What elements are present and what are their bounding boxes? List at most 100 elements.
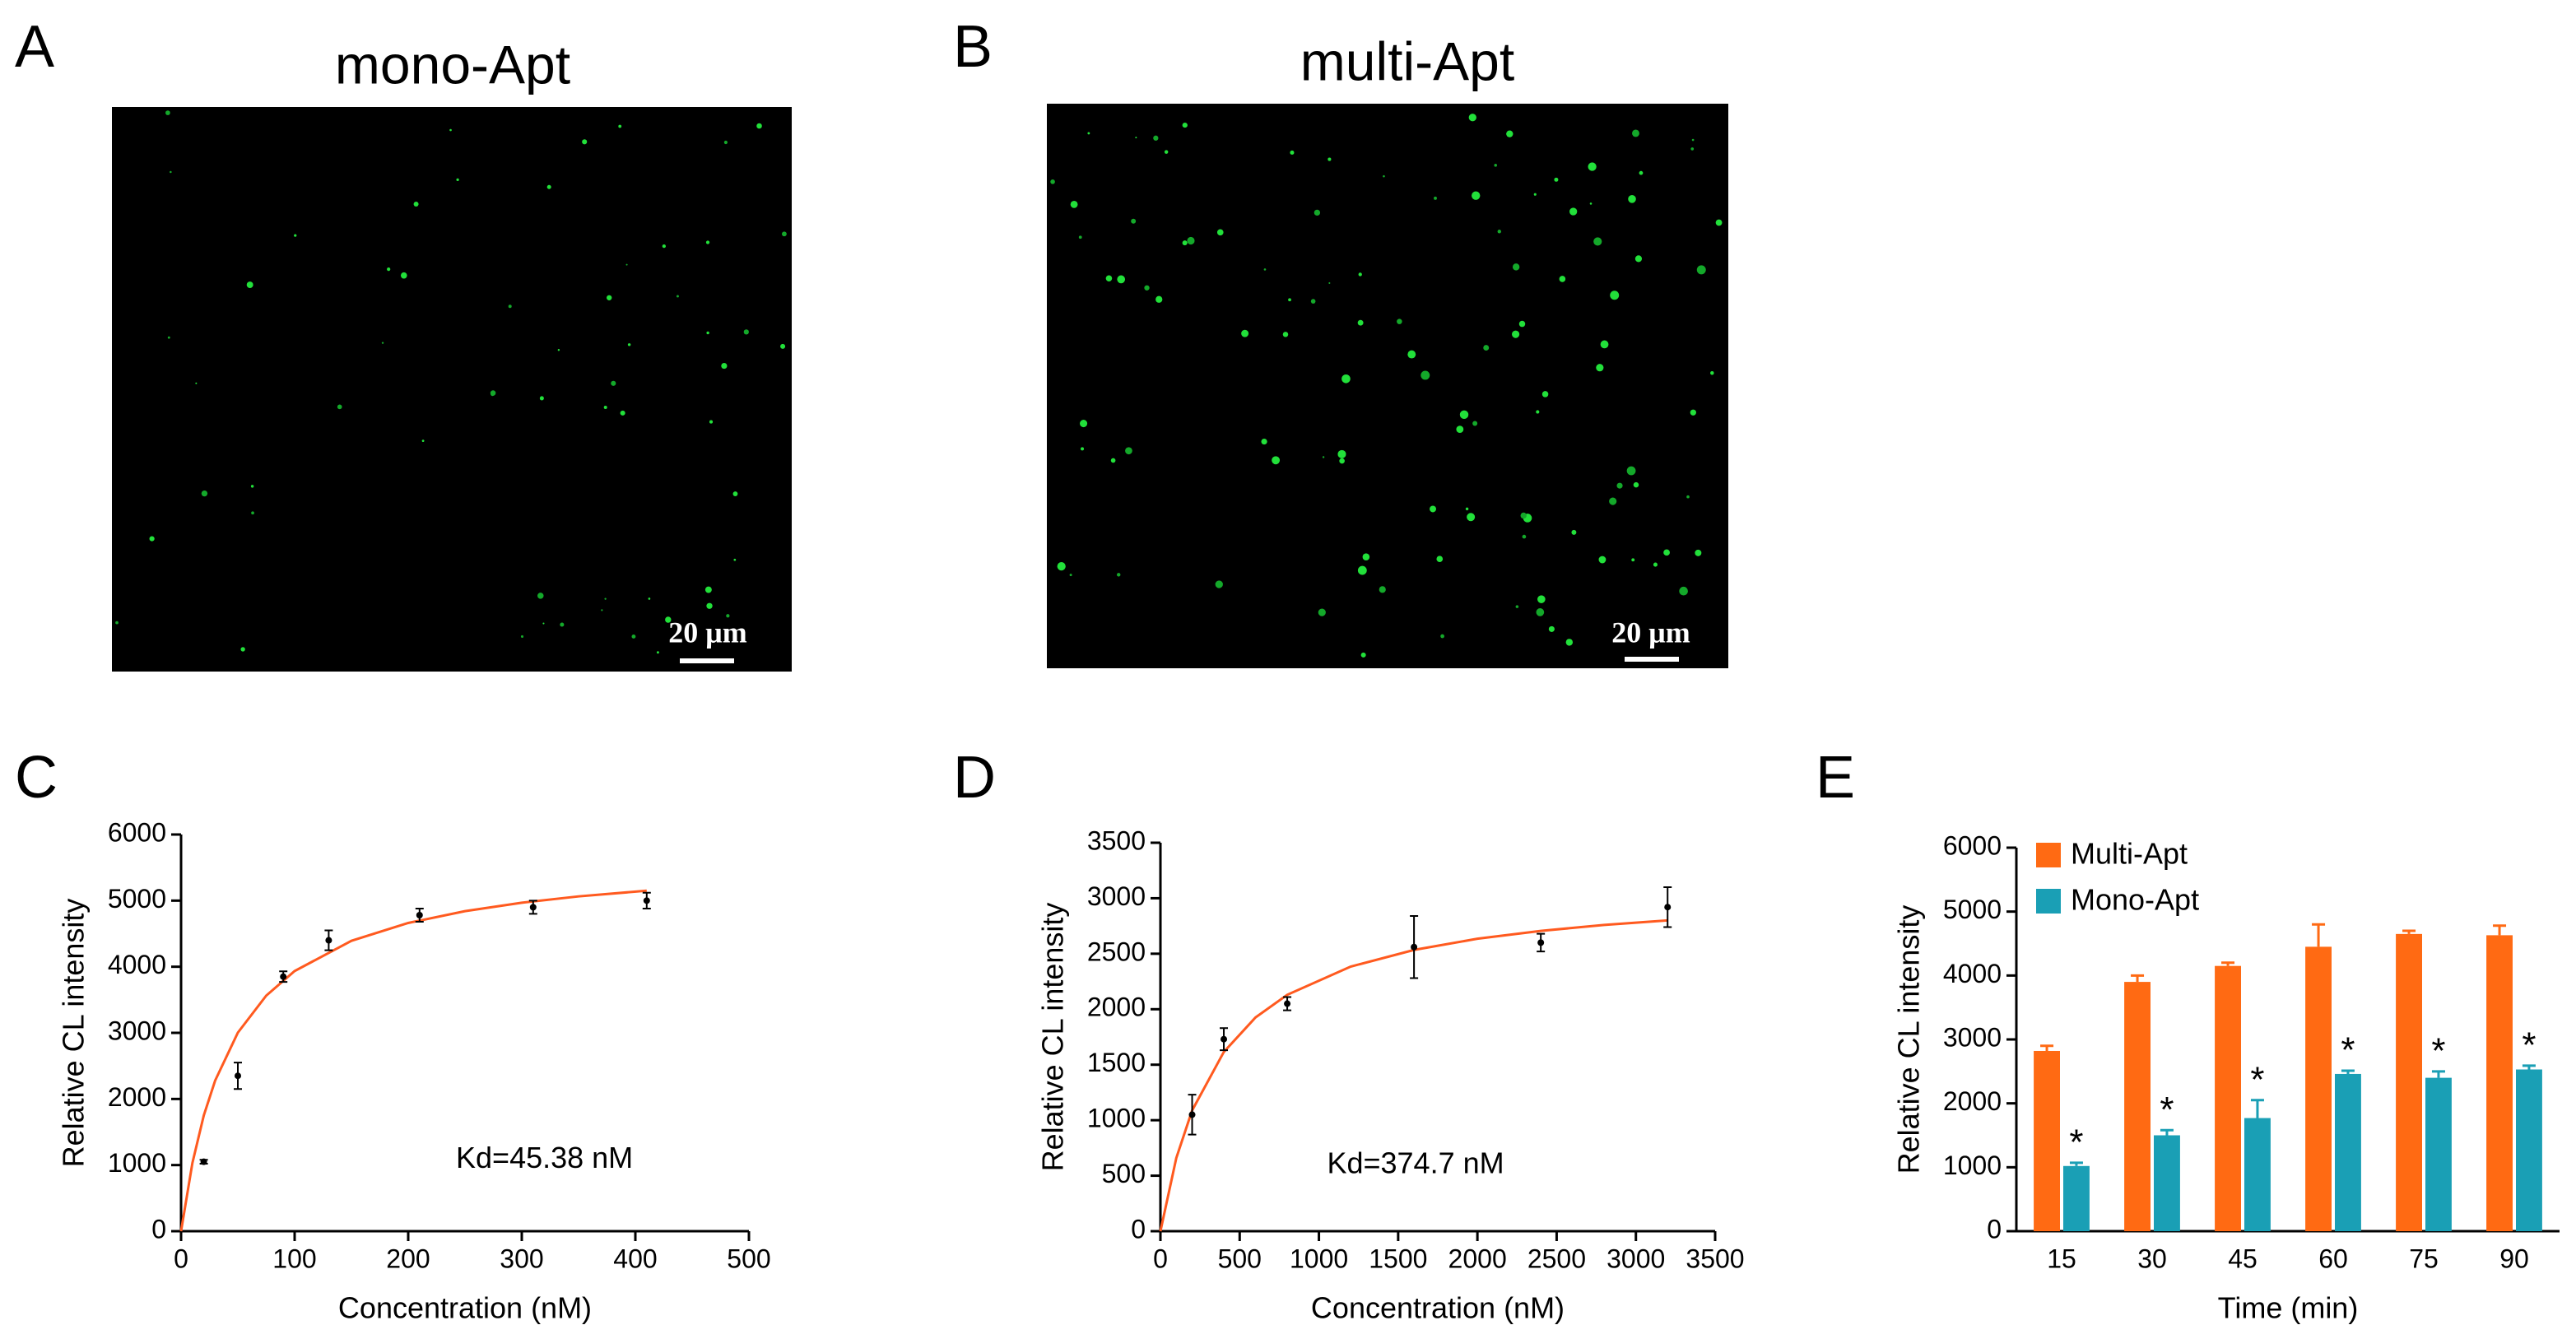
legend-label: Multi-Apt: [2071, 837, 2188, 871]
data-point: [1537, 939, 1545, 946]
speck: [1357, 565, 1367, 575]
speck: [1548, 625, 1555, 632]
error-bar: [2221, 961, 2235, 966]
panel-label: D: [953, 745, 996, 811]
error-bar: [2522, 1064, 2536, 1070]
speck: [421, 439, 425, 443]
y-axis-label: Relative CL intensity: [1036, 903, 1070, 1172]
annotation: Kd=374.7 nM: [1327, 1146, 1504, 1179]
speck: [1512, 330, 1520, 338]
speck: [1626, 466, 1636, 476]
x-tick-label: 1500: [1369, 1244, 1427, 1273]
fit-curve: [179, 889, 647, 1232]
micrograph: [112, 107, 792, 672]
speck: [170, 170, 172, 174]
speck: [648, 597, 651, 600]
panel-label: C: [15, 745, 58, 811]
speck: [387, 267, 391, 272]
speck: [1216, 229, 1224, 236]
bar: [2244, 1118, 2271, 1231]
y-tick-label: 1000: [1943, 1151, 2002, 1180]
x-tick-label: 45: [2228, 1244, 2257, 1273]
speck: [1536, 410, 1540, 414]
speck: [1695, 549, 1702, 556]
speck: [1537, 595, 1546, 603]
speck: [1465, 507, 1469, 511]
speck: [1522, 534, 1527, 539]
data-point: [235, 1072, 241, 1080]
scale-bar: [1625, 657, 1679, 662]
y-tick-label: 1000: [1087, 1104, 1146, 1133]
speck: [195, 382, 198, 384]
speck: [1690, 147, 1695, 151]
error-bar: [2250, 1099, 2264, 1118]
speck: [449, 128, 452, 132]
speck: [1679, 586, 1688, 596]
x-axis-label: Time (min): [2218, 1291, 2359, 1325]
speck: [1318, 608, 1326, 616]
speck: [1533, 193, 1537, 196]
data-point: [1284, 1000, 1291, 1007]
speck: [1078, 235, 1082, 239]
x-tick-label: 500: [727, 1244, 770, 1273]
x-tick-label: 2500: [1527, 1244, 1586, 1273]
speck: [1536, 608, 1545, 616]
speck: [537, 593, 544, 599]
speck: [1282, 332, 1289, 337]
speck: [625, 263, 628, 266]
bar: [2124, 982, 2151, 1231]
speck: [1691, 138, 1695, 142]
y-tick-label: 0: [1131, 1214, 1146, 1244]
speck: [1116, 573, 1121, 577]
speck: [603, 406, 607, 410]
x-tick-label: 100: [272, 1244, 316, 1273]
y-tick-label: 0: [1987, 1214, 2002, 1244]
data-point: [1221, 1035, 1228, 1043]
speck: [1600, 340, 1609, 349]
y-tick-label: 0: [151, 1214, 166, 1244]
speck: [1117, 275, 1126, 284]
speck: [1339, 458, 1345, 464]
speck: [1710, 371, 1714, 375]
speck: [1589, 202, 1593, 205]
speck: [604, 597, 607, 600]
speck: [1506, 130, 1514, 137]
speck: [1358, 272, 1362, 277]
data-point: [643, 897, 650, 904]
speck: [201, 490, 208, 497]
y-tick-label: 3000: [1087, 881, 1146, 911]
panel-label: B: [953, 14, 993, 80]
speck: [167, 336, 170, 339]
speck: [165, 110, 170, 115]
speck: [542, 622, 545, 625]
speck: [709, 420, 714, 424]
speck: [1328, 281, 1331, 284]
speck: [115, 621, 119, 625]
fit-curve: [1159, 918, 1668, 1232]
scale-bar-label: 20 μm: [1611, 616, 1690, 649]
speck: [582, 139, 588, 145]
panel-label: A: [15, 14, 54, 80]
x-tick-label: 15: [2047, 1244, 2076, 1273]
error-bar: [2402, 929, 2416, 934]
speck: [1421, 370, 1430, 380]
speck: [1609, 497, 1617, 505]
speck: [1383, 174, 1385, 178]
speck: [1515, 605, 1519, 608]
y-tick-label: 1000: [108, 1148, 166, 1178]
significance-mark: *: [2250, 1059, 2264, 1100]
speck: [1397, 318, 1402, 324]
error-bar: [2131, 974, 2145, 983]
speck: [1144, 285, 1150, 291]
speck: [546, 184, 551, 189]
speck: [618, 124, 622, 128]
speck: [627, 343, 631, 346]
speck: [733, 558, 737, 561]
bar: [2516, 1069, 2542, 1231]
speck: [1360, 652, 1366, 658]
speck: [1182, 122, 1188, 128]
bar: [2396, 933, 2422, 1231]
speck: [1440, 634, 1444, 639]
speck: [1472, 421, 1478, 426]
